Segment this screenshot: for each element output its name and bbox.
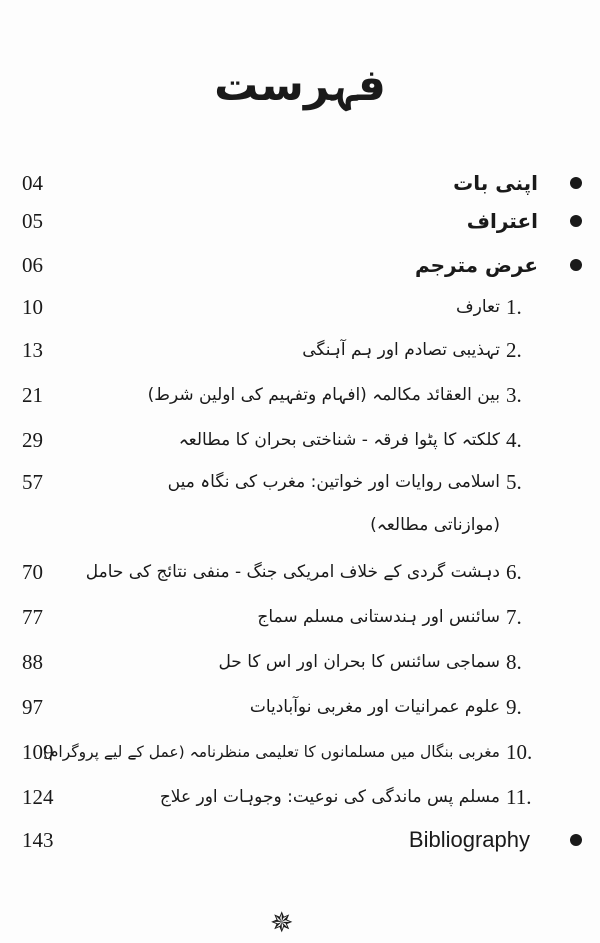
page-number: 29 [22, 428, 43, 452]
page-number: 88 [22, 650, 43, 674]
toc-entry: 109 مغربی بنگال میں مسلمانوں کا تعلیمی م… [0, 734, 600, 770]
entry-title: اسلامی روایات اور خواتین: مغرب کی نگاہ م… [167, 472, 500, 492]
page-number: 57 [22, 470, 43, 494]
page-number: 109 [22, 740, 54, 764]
chapter-number: 11. [506, 785, 532, 809]
page-title: فہرست [214, 60, 386, 111]
entry-title: کلکتہ کا پٹوا فرقہ - شناختی بحران کا مطا… [178, 430, 500, 450]
chapter-number: 8. [506, 650, 522, 674]
toc-entry: 04 اپنی بات [0, 165, 600, 201]
page-number: 13 [22, 338, 43, 362]
entry-title: Bibliography [408, 827, 530, 852]
toc-entry: 29 کلکتہ کا پٹوا فرقہ - شناختی بحران کا … [0, 422, 600, 458]
chapter-number: 6. [506, 560, 522, 584]
entry-title: عرض مترجم [414, 253, 538, 277]
chapter-number: 9. [506, 695, 522, 719]
entry-title: اعتراف [466, 209, 538, 233]
entry-title: اپنی بات [453, 171, 538, 195]
chapter-number: 3. [506, 383, 522, 407]
toc-entry-bibliography: 143 Bibliography [0, 822, 600, 858]
page-number: 21 [22, 383, 43, 407]
page-number: 10 [22, 295, 43, 319]
page-number: 143 [22, 828, 54, 852]
chapter-number: 10. [506, 740, 533, 764]
entry-title: تعارف [456, 297, 500, 317]
toc-entry: 21 بین العقائد مکالمہ (افہام وتفہیم کی ا… [0, 377, 600, 413]
chapter-number: 4. [506, 428, 522, 452]
bullet-icon [570, 177, 582, 189]
chapter-number: 1. [506, 295, 522, 319]
page-number: 124 [22, 785, 54, 809]
toc-entry: 57 اسلامی روایات اور خواتین: مغرب کی نگا… [0, 464, 600, 500]
chapter-number: 7. [506, 605, 522, 629]
bullet-icon [570, 834, 582, 846]
toc-entry: 70 دہشت گردی کے خلاف امریکی جنگ - منفی ن… [0, 554, 600, 590]
chapter-number: 5. [506, 470, 522, 494]
chapter-number: 2. [506, 338, 522, 362]
toc-entry: 77 سائنس اور ہندستانی مسلم سماج 7. [0, 599, 600, 635]
toc-entry: 10 تعارف 1. [0, 289, 600, 325]
entry-title: سماجی سائنس کا بحران اور اس کا حل [218, 652, 500, 672]
page-number: 06 [22, 253, 43, 277]
page-number: 77 [22, 605, 43, 629]
toc-entry: 124 مسلم پس ماندگی کی نوعیت: وجوہات اور … [0, 779, 600, 815]
entry-title: مسلم پس ماندگی کی نوعیت: وجوہات اور علاج [159, 787, 500, 807]
toc-entry: 06 عرض مترجم [0, 247, 600, 283]
toc-entry-continuation: (موازناتی مطالعہ) [0, 507, 600, 543]
entry-title: علوم عمرانیات اور مغربی نوآبادیات [249, 697, 500, 717]
entry-title: سائنس اور ہندستانی مسلم سماج [257, 607, 500, 627]
entry-title: تہذیبی تصادم اور ہم آہنگی [302, 340, 500, 360]
page-number: 70 [22, 560, 43, 584]
entry-title: دہشت گردی کے خلاف امریکی جنگ - منفی نتائ… [85, 562, 500, 582]
page-number: 05 [22, 209, 43, 233]
toc-entry: 05 اعتراف [0, 203, 600, 239]
page-number: 04 [22, 171, 43, 195]
star-ornament-icon: ✵ [270, 906, 294, 939]
entry-title: بین العقائد مکالمہ (افہام وتفہیم کی اولی… [147, 385, 500, 405]
page-number: 97 [22, 695, 43, 719]
toc-entry: 88 سماجی سائنس کا بحران اور اس کا حل 8. [0, 644, 600, 680]
entry-title-line2: (موازناتی مطالعہ) [370, 515, 500, 535]
bullet-icon [570, 259, 582, 271]
bullet-icon [570, 215, 582, 227]
entry-title: مغربی بنگال میں مسلمانوں کا تعلیمی منظرن… [42, 743, 500, 761]
toc-entry: 13 تہذیبی تصادم اور ہم آہنگی 2. [0, 332, 600, 368]
toc-entry: 97 علوم عمرانیات اور مغربی نوآبادیات 9. [0, 689, 600, 725]
